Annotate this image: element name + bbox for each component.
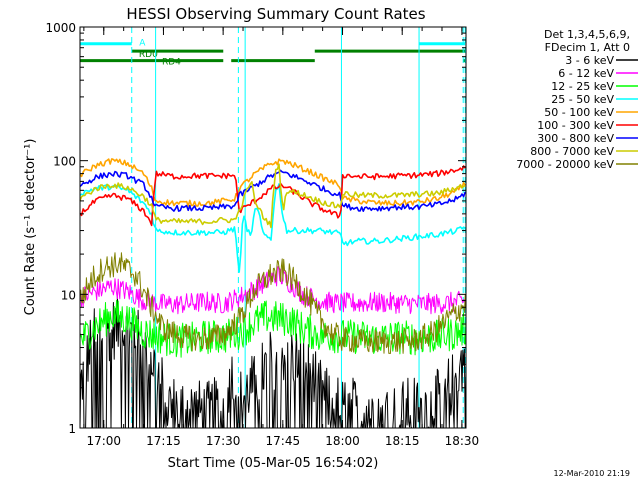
plot-frame xyxy=(79,26,467,429)
x-tick-label-17-45: 17:45 xyxy=(266,434,301,448)
state-bar-label-a: A xyxy=(139,38,146,48)
legend-label-100-300-kev: 100 - 300 keV xyxy=(537,119,614,132)
x-tick-label-18-30: 18:30 xyxy=(445,434,480,448)
x-axis-label: Start Time (05-Mar-05 16:54:02) xyxy=(168,456,379,471)
x-tick-label-17-15: 17:15 xyxy=(146,434,181,448)
y-tick-label-1000: 1000 xyxy=(45,21,76,35)
legend-label-800-7000-kev: 800 - 7000 keV xyxy=(530,145,614,158)
plot-series xyxy=(79,158,467,429)
series-line-25-50-kev xyxy=(79,183,466,273)
series-line-800-7000-kev xyxy=(79,163,466,229)
chart-title: HESSI Observing Summary Count Rates xyxy=(126,5,425,23)
legend: Det 1,3,4,5,6,9,FDecim 1, Att 03 - 6 keV… xyxy=(516,28,638,171)
legend-label-7000-20000-kev: 7000 - 20000 keV xyxy=(516,158,614,171)
y-tick-label-10: 10 xyxy=(61,288,76,302)
series-line-100-300-kev xyxy=(79,165,466,227)
legend-label-6-12-kev: 6 - 12 keV xyxy=(558,67,614,80)
y-tick-label-100: 100 xyxy=(53,155,76,169)
x-tick-label-18-00: 18:00 xyxy=(325,434,360,448)
series-line-3-6-kev xyxy=(79,294,467,429)
series-line-12-25-kev xyxy=(79,299,467,358)
x-tick-label-18-15: 18:15 xyxy=(385,434,420,448)
legend-header-line-1: FDecim 1, Att 0 xyxy=(545,41,630,54)
y-axis: 1 10 100 1000 xyxy=(45,21,466,436)
series-line-300-800-kev xyxy=(79,169,466,212)
x-tick-label-17-30: 17:30 xyxy=(206,434,241,448)
series-line-7000-20000-kev xyxy=(79,252,467,354)
legend-label-300-800-kev: 300 - 800 keV xyxy=(537,132,614,145)
legend-label-12-25-kev: 12 - 25 keV xyxy=(551,80,614,93)
y-axis-label: Count Rate (s⁻¹ detector⁻¹) xyxy=(23,139,38,316)
legend-label-3-6-kev: 3 - 6 keV xyxy=(565,54,614,67)
footer-timestamp: 12-Mar-2010 21:19 xyxy=(554,469,631,478)
state-bar-label-rd4: RD4 xyxy=(162,58,181,68)
legend-label-50-100-kev: 50 - 100 keV xyxy=(544,106,614,119)
legend-label-25-50-kev: 25 - 50 keV xyxy=(551,93,614,106)
attenuator-state-bars: A RD0 RD4 xyxy=(80,38,466,68)
x-axis: 17:00 17:15 17:30 17:45 18:00 18:15 18:30 xyxy=(83,27,480,448)
series-line-50-100-kev xyxy=(79,158,466,207)
state-bar-label-rd0: RD0 xyxy=(139,50,158,60)
x-tick-label-17-00: 17:00 xyxy=(86,434,121,448)
legend-header-line-0: Det 1,3,4,5,6,9, xyxy=(544,28,630,41)
y-tick-label-1: 1 xyxy=(68,422,76,436)
